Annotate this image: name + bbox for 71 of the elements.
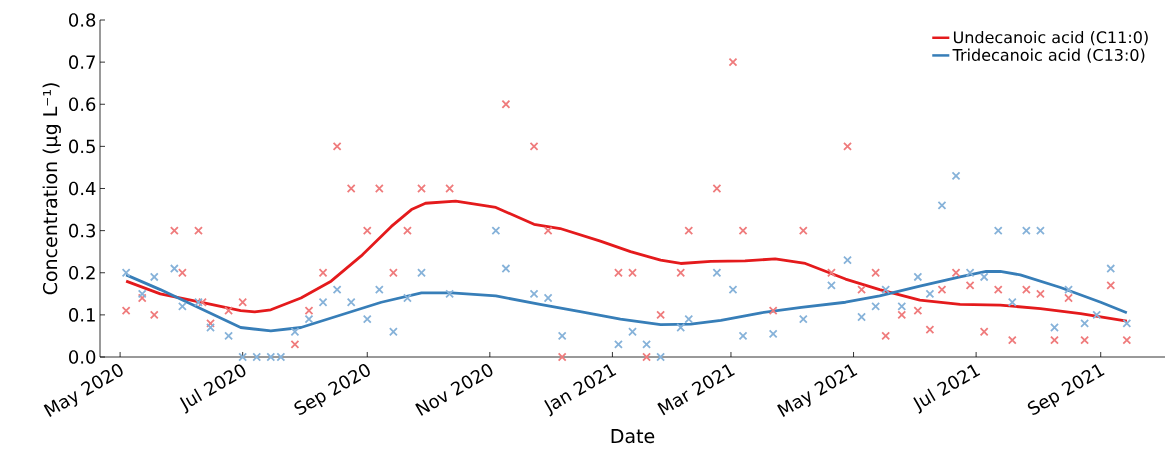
point xyxy=(403,226,412,236)
legend-label: Tridecanoic acid (C13:0) xyxy=(952,48,1145,63)
point xyxy=(642,352,652,362)
point xyxy=(501,99,511,109)
y-tick-label: 0.5 xyxy=(69,139,95,154)
point xyxy=(388,268,398,278)
point xyxy=(1064,293,1073,303)
point xyxy=(346,184,356,193)
point xyxy=(318,268,328,278)
y-tick-label: 0.3 xyxy=(69,223,96,238)
point xyxy=(857,285,867,295)
y-tick-label: 0.1 xyxy=(69,308,95,322)
point xyxy=(362,226,372,236)
point xyxy=(529,141,539,151)
point xyxy=(121,306,131,316)
point xyxy=(925,325,935,335)
point xyxy=(137,293,147,303)
y-tick-label: 0.4 xyxy=(69,181,96,196)
point xyxy=(913,306,923,316)
point xyxy=(445,184,455,193)
point xyxy=(557,352,567,362)
point xyxy=(1080,335,1090,345)
point xyxy=(993,285,1003,295)
y-tick-label: 0.8 xyxy=(69,13,96,27)
y-tick-label: 0.2 xyxy=(69,265,95,280)
point xyxy=(951,268,961,278)
point xyxy=(290,339,300,349)
point xyxy=(897,310,907,320)
point xyxy=(1035,289,1045,299)
point xyxy=(374,184,384,193)
point xyxy=(1021,285,1031,295)
point xyxy=(543,226,553,236)
point xyxy=(827,268,836,278)
point xyxy=(937,285,947,295)
point xyxy=(614,268,623,278)
point xyxy=(194,226,203,236)
point xyxy=(712,184,722,193)
point xyxy=(798,226,808,236)
y-tick-label: 0.0 xyxy=(69,350,96,364)
point xyxy=(224,306,234,316)
x-axis-title: Date xyxy=(611,429,655,444)
point xyxy=(169,226,179,236)
point xyxy=(676,268,686,278)
point xyxy=(768,306,778,316)
line-series xyxy=(124,199,1129,323)
point xyxy=(417,184,426,193)
point xyxy=(965,280,975,290)
point xyxy=(1122,335,1132,345)
y-tick-label: 0.6 xyxy=(69,97,96,112)
point xyxy=(1050,335,1059,345)
point xyxy=(238,297,248,307)
point xyxy=(1106,280,1116,290)
legend-label: Undecanoic acid (C11:0) xyxy=(953,30,1148,46)
point xyxy=(1007,335,1017,345)
point xyxy=(684,226,694,236)
point xyxy=(206,318,215,328)
point xyxy=(979,327,989,337)
y-tick-label: 0.7 xyxy=(69,55,95,69)
point xyxy=(881,331,891,341)
point xyxy=(628,268,637,278)
point xyxy=(332,141,342,151)
y-axis-title: Concentration (µg L⁻¹) xyxy=(42,83,61,295)
point xyxy=(871,268,881,278)
point xyxy=(656,310,666,320)
point xyxy=(738,226,748,236)
point xyxy=(304,306,314,316)
point xyxy=(728,57,738,67)
point xyxy=(177,268,187,278)
point xyxy=(149,310,159,320)
point xyxy=(843,141,852,151)
point xyxy=(198,297,207,307)
